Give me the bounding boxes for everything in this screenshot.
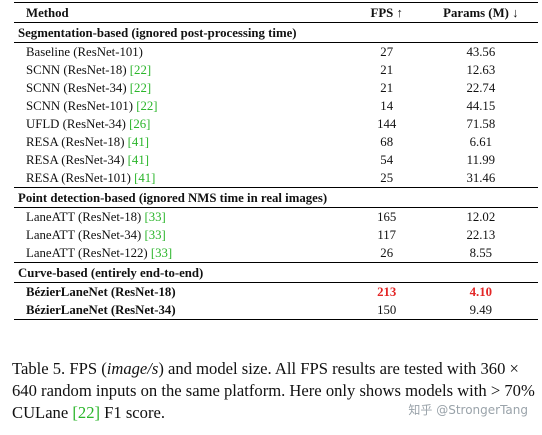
citation-ref: [22] (129, 81, 152, 95)
params-cell: 43.56 (466, 45, 496, 59)
params-cell: 22.74 (466, 81, 496, 95)
header-fps: FPS ↑ (349, 2, 424, 23)
params-cell: 71.58 (466, 117, 496, 131)
fps-cell: 117 (377, 228, 397, 242)
citation-ref: [22] (136, 99, 158, 113)
caption-italic: image/s (106, 359, 159, 378)
watermark: 知乎 @StrongerTang (408, 403, 528, 417)
fps-cell: 150 (349, 301, 424, 320)
method-cell: LaneATT (ResNet-34) [33] (14, 226, 350, 244)
caption-text: F1 score. (100, 403, 166, 422)
table-row: SCNN (ResNet-18) [22] 21 12.63 (14, 61, 538, 79)
table-row: RESA (ResNet-34) [41] 54 11.99 (14, 151, 538, 169)
method-cell: SCNN (ResNet-18) [22] (14, 61, 350, 79)
params-cell: 12.63 (466, 63, 496, 77)
params-cell: 8.55 (469, 246, 493, 260)
table-row: RESA (ResNet-101) [41] 25 31.46 (14, 169, 538, 188)
citation-ref: [22] (129, 63, 152, 77)
fps-cell: 21 (380, 81, 394, 95)
citation-ref: [26] (129, 117, 151, 131)
table-row: BézierLaneNet (ResNet-34) 150 9.49 (14, 301, 538, 320)
header-params: Params (M) ↓ (423, 2, 538, 23)
fps-cell: 144 (377, 117, 397, 131)
method-cell: SCNN (ResNet-101) [22] (14, 97, 350, 115)
table-row: SCNN (ResNet-34) [22] 21 22.74 (14, 79, 538, 97)
table-row: UFLD (ResNet-34) [26] 144 71.58 (14, 115, 538, 133)
group-title: Curve-based (entirely end-to-end) (14, 262, 538, 283)
params-cell: 4.10 (469, 285, 493, 299)
fps-cell: 213 (377, 285, 397, 299)
method-cell: RESA (ResNet-34) [41] (14, 151, 350, 169)
fps-cell: 165 (377, 210, 397, 224)
table-row: Baseline (ResNet-101) 27 43.56 (14, 43, 538, 62)
method-name: SCNN (ResNet-34) (26, 81, 127, 95)
citation-ref: [41] (127, 135, 149, 149)
fps-cell: 21 (380, 63, 394, 77)
table-header-row: Method FPS ↑ Params (M) ↓ (14, 2, 538, 23)
params-cell: 6.61 (469, 135, 493, 149)
method-cell: LaneATT (ResNet-122) [33] (14, 244, 350, 263)
method-cell: Baseline (ResNet-101) (14, 43, 350, 62)
table-caption: Table 5. FPS (image/s) and model size. A… (12, 358, 538, 424)
params-cell: 11.99 (466, 153, 495, 167)
group-title: Point detection-based (ignored NMS time … (14, 187, 538, 208)
table-row: LaneATT (ResNet-122) [33] 26 8.55 (14, 244, 538, 263)
method-name: BézierLaneNet (ResNet-18) (26, 285, 176, 299)
fps-cell: 54 (380, 153, 394, 167)
table-row: LaneATT (ResNet-18) [33] 165 12.02 (14, 208, 538, 227)
params-cell: 44.15 (466, 99, 496, 113)
method-name: LaneATT (ResNet-18) (26, 210, 142, 224)
group-title-row: Point detection-based (ignored NMS time … (14, 187, 538, 208)
method-cell: RESA (ResNet-101) [41] (14, 169, 350, 188)
citation-ref: [41] (134, 171, 156, 185)
fps-cell: 27 (380, 45, 394, 59)
citation-ref: [33] (150, 246, 173, 260)
caption-text: ) and model size. All FPS results are te… (12, 359, 535, 422)
params-cell: 31.46 (466, 171, 496, 185)
method-name: BézierLaneNet (ResNet-34) (26, 303, 176, 317)
params-cell: 9.49 (423, 301, 538, 320)
method-name: UFLD (ResNet-34) (26, 117, 126, 131)
fps-cell: 14 (380, 99, 394, 113)
fps-cell: 68 (380, 135, 394, 149)
method-cell: BézierLaneNet (ResNet-34) (14, 301, 350, 320)
method-cell: BézierLaneNet (ResNet-18) (14, 283, 350, 302)
citation-ref: [33] (144, 228, 166, 242)
caption-citation-ref: [22] (72, 403, 101, 422)
fps-cell: 26 (380, 246, 394, 260)
table-row: BézierLaneNet (ResNet-18) 213 4.10 (14, 283, 538, 302)
citation-ref: [33] (144, 210, 166, 224)
caption-text: Table 5. FPS ( (12, 359, 107, 378)
method-name: RESA (ResNet-18) (26, 135, 125, 149)
params-cell: 12.02 (466, 210, 496, 224)
citation-ref: [41] (127, 153, 149, 167)
method-cell: UFLD (ResNet-34) [26] (14, 115, 350, 133)
method-name: LaneATT (ResNet-34) (26, 228, 142, 242)
method-cell: LaneATT (ResNet-18) [33] (14, 208, 350, 227)
table-row: SCNN (ResNet-101) [22] 14 44.15 (14, 97, 538, 115)
group-title: Segmentation-based (ignored post-process… (14, 22, 538, 43)
table-row: RESA (ResNet-18) [41] 68 6.61 (14, 133, 538, 151)
method-cell: RESA (ResNet-18) [41] (14, 133, 350, 151)
params-cell: 22.13 (466, 228, 496, 242)
method-name: RESA (ResNet-34) (26, 153, 125, 167)
method-name: RESA (ResNet-101) (26, 171, 131, 185)
method-name: LaneATT (ResNet-122) (26, 246, 148, 260)
table-row: LaneATT (ResNet-34) [33] 117 22.13 (14, 226, 538, 244)
method-name: SCNN (ResNet-18) (26, 63, 127, 77)
results-table: Method FPS ↑ Params (M) ↓ Segmentation-b… (14, 2, 538, 320)
group-title-row: Segmentation-based (ignored post-process… (14, 22, 538, 43)
fps-cell: 25 (380, 171, 394, 185)
group-title-row: Curve-based (entirely end-to-end) (14, 262, 538, 283)
method-name: Baseline (ResNet-101) (26, 45, 143, 59)
method-name: SCNN (ResNet-101) (26, 99, 133, 113)
header-method: Method (14, 2, 350, 23)
method-cell: SCNN (ResNet-34) [22] (14, 79, 350, 97)
